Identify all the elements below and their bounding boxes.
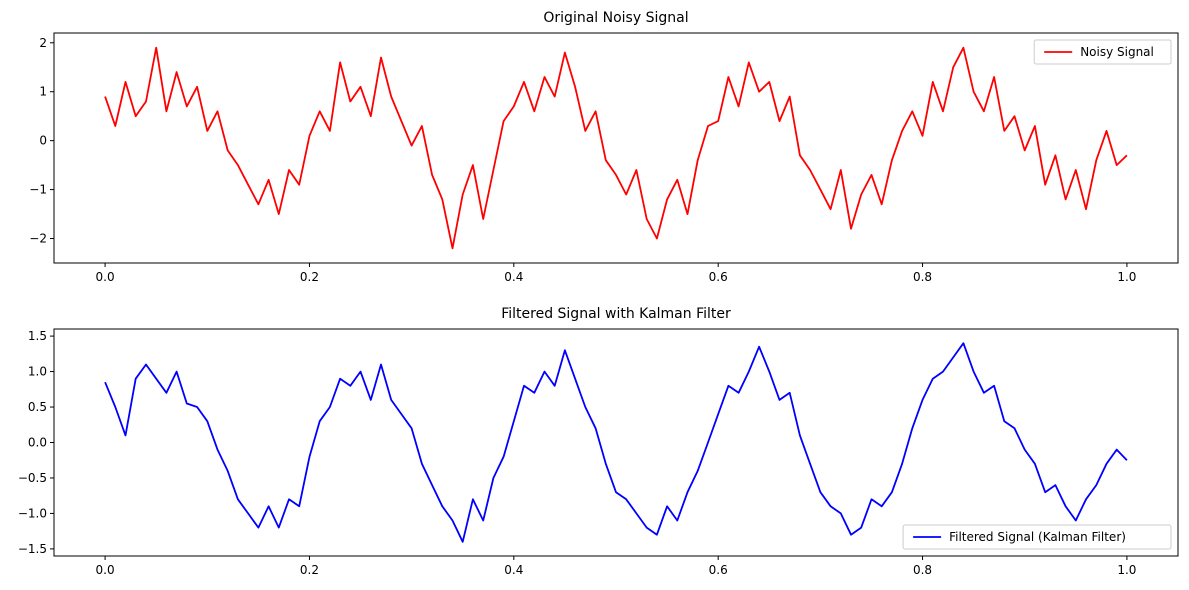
y-tick-label: 1.5 [28,329,47,343]
y-tick-label: 0.5 [28,400,47,414]
y-tick-label: −1.0 [18,506,47,520]
filtered-signal-panel: Filtered Signal with Kalman Filter 0.0 0.… [18,306,1179,577]
y-tick-label: −1 [29,183,47,197]
chart-title-filtered: Filtered Signal with Kalman Filter [501,306,731,322]
y-tick-label: 0 [39,134,47,148]
x-tick-label: 0.6 [709,270,728,284]
x-tick-label: 0.4 [504,563,523,577]
x-tick-label: 0.0 [96,270,115,284]
plot-frame-noisy [53,32,1179,264]
legend-box [1033,39,1172,65]
legend-box [902,524,1172,550]
x-tick-label: 0.2 [300,270,319,284]
x-tick-label: 1.0 [1117,270,1136,284]
plot-frame-filtered [53,328,1179,557]
legend-label-filtered: Filtered Signal (Kalman Filter) [949,530,1126,544]
x-tick-label: 0.8 [913,563,932,577]
x-tick-label: 0.2 [300,563,319,577]
y-tick-label: 1 [39,85,47,99]
x-tick-label: 0.6 [709,563,728,577]
y-tick-label: −0.5 [18,471,47,485]
y-tick-label: −2 [29,232,47,246]
legend-noisy: Noisy Signal [1033,39,1172,65]
y-tick-label: 2 [39,36,47,50]
series-line-0-0 [104,46,1128,250]
y-tick-label: 0.0 [28,436,47,450]
noisy-signal-panel: Original Noisy Signal 0.0 0.2 0.4 0.6 0.8 1.0… [29,10,1179,284]
x-tick-label: 0.0 [96,563,115,577]
legend-label-noisy: Noisy Signal [1080,45,1154,59]
x-tick-label: 0.4 [504,270,523,284]
y-tick-label: −1.5 [18,542,47,556]
legend-filtered: Filtered Signal (Kalman Filter) [902,524,1172,550]
chart-title-noisy: Original Noisy Signal [543,10,688,26]
y-tick-label: 1.0 [28,365,47,379]
x-tick-label: 0.8 [913,270,932,284]
x-tick-label: 1.0 [1117,563,1136,577]
series-line-1-0 [104,342,1128,543]
